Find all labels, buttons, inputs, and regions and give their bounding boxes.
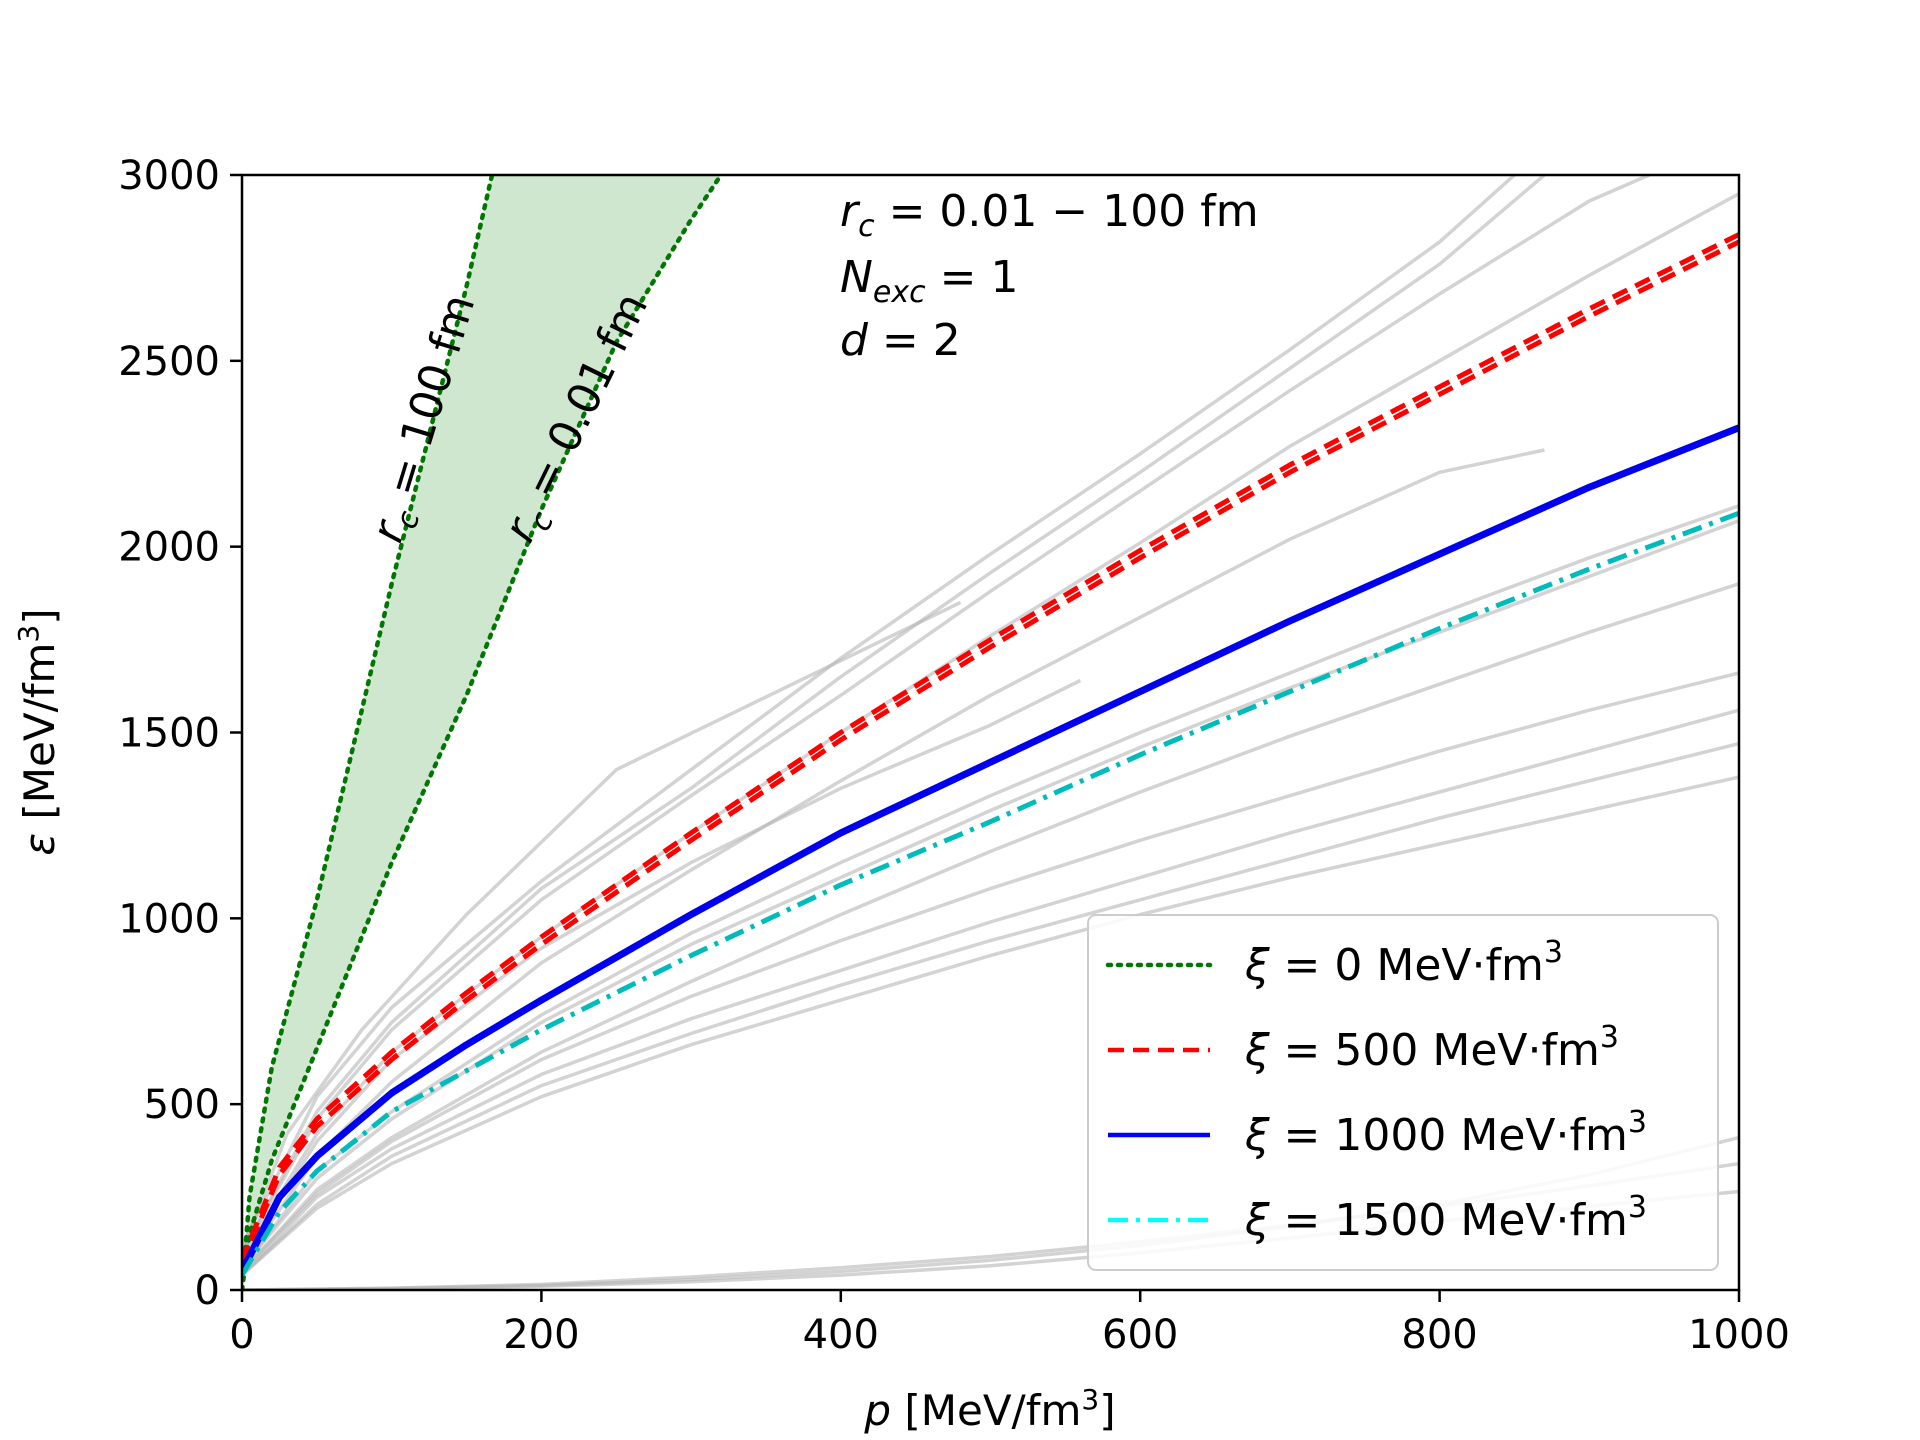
background-curves — [242, 175, 1739, 1290]
background-curve-10 — [242, 708, 1739, 1277]
background-curve-1 — [242, 175, 1546, 1254]
x-tick-label: 0 — [229, 1312, 254, 1358]
background-curve-0 — [242, 175, 1516, 1247]
parameter-annotation: rc = 0.01 − 100 fm Nexc = 1 d = 2 — [840, 186, 1259, 366]
legend-label-xi-500: ξ = 500 MeV·fm3 — [1244, 1020, 1619, 1076]
x-tick-label: 400 — [803, 1312, 879, 1358]
background-curve-9 — [242, 671, 1739, 1273]
legend: ξ = 0 MeV·fm3 ξ = 500 MeV·fm3 ξ = 1000 M… — [1087, 914, 1719, 1271]
x-tick-label: 200 — [503, 1312, 579, 1358]
series-line-1 — [242, 175, 724, 1290]
y-tick-label: 3000 — [118, 153, 220, 199]
annotation-line-3: d = 2 — [840, 315, 961, 366]
x-axis-label: p [MeV/fm3] — [863, 1383, 1115, 1435]
background-curve-11 — [242, 741, 1739, 1277]
x-tick-label: 800 — [1401, 1312, 1477, 1358]
series-lines — [242, 175, 1739, 1290]
x-tick-label: 600 — [1102, 1312, 1178, 1358]
y-tick-label: 0 — [195, 1268, 220, 1314]
y-tick-label: 500 — [144, 1082, 220, 1128]
y-tick-label: 2500 — [118, 339, 220, 385]
legend-label-xi-0: ξ = 0 MeV·fm3 — [1244, 935, 1563, 991]
y-tick-label: 1500 — [118, 711, 220, 757]
series-line-5 — [242, 510, 1739, 1277]
y-tick-label: 2000 — [118, 525, 220, 571]
y-tick-label: 1000 — [118, 896, 220, 942]
annotation-line-2: Nexc = 1 — [840, 252, 1018, 310]
legend-box — [1087, 914, 1719, 1271]
series-line-2 — [242, 232, 1739, 1262]
shaded-band — [242, 175, 722, 1290]
background-curve-6 — [242, 448, 1545, 1265]
background-curve-4 — [242, 600, 962, 1254]
series-line-0 — [242, 175, 495, 1290]
y-axis-label: ε [MeV/fm3] — [12, 608, 64, 855]
background-curve-12 — [242, 775, 1739, 1277]
background-curve-5 — [242, 678, 1082, 1262]
band-fill — [242, 175, 722, 1290]
x-tick-label: 1000 — [1688, 1312, 1790, 1358]
series-line-4 — [242, 424, 1739, 1273]
legend-label-xi-1500: ξ = 1500 MeV·fm3 — [1244, 1190, 1647, 1246]
axis-ticks: 0 200 400 600 800 1000 0 500 1000 1500 2000 2500 300… — [118, 153, 1790, 1358]
background-curve-3 — [242, 175, 1650, 1254]
background-curve-13 — [242, 582, 1739, 1273]
background-curve-7 — [242, 519, 1739, 1269]
legend-label-xi-1000: ξ = 1000 MeV·fm3 — [1244, 1105, 1647, 1161]
annotation-line-1: rc = 0.01 − 100 fm — [840, 186, 1259, 244]
